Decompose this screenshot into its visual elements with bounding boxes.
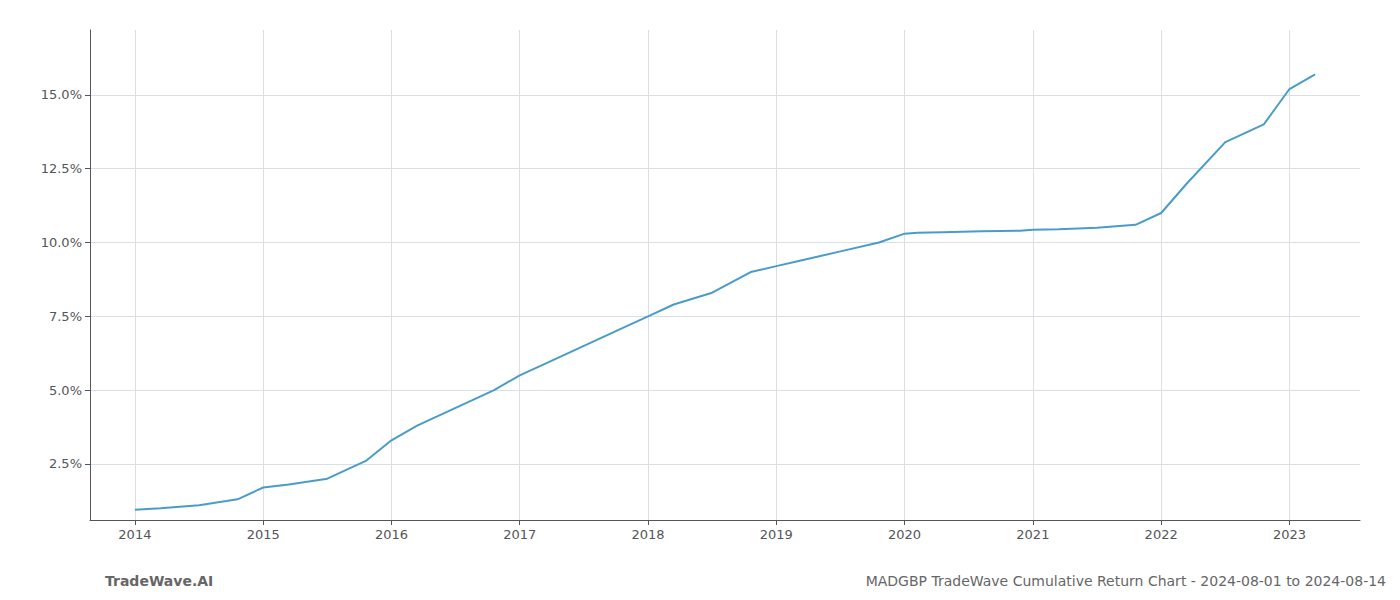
svg-text:5.0%: 5.0% (49, 383, 82, 398)
svg-text:MADGBP TradeWave Cumulative Re: MADGBP TradeWave Cumulative Return Chart… (866, 573, 1386, 589)
svg-text:TradeWave.AI: TradeWave.AI (105, 573, 213, 589)
svg-text:2020: 2020 (888, 527, 921, 542)
svg-text:2023: 2023 (1273, 527, 1306, 542)
svg-text:2019: 2019 (760, 527, 793, 542)
svg-text:2016: 2016 (375, 527, 408, 542)
svg-text:12.5%: 12.5% (41, 161, 82, 176)
svg-text:2015: 2015 (247, 527, 280, 542)
svg-text:2.5%: 2.5% (49, 456, 82, 471)
svg-text:2014: 2014 (118, 527, 151, 542)
svg-text:7.5%: 7.5% (49, 309, 82, 324)
svg-text:15.0%: 15.0% (41, 87, 82, 102)
svg-text:2022: 2022 (1145, 527, 1178, 542)
svg-text:10.0%: 10.0% (41, 235, 82, 250)
svg-text:2021: 2021 (1016, 527, 1049, 542)
svg-text:2017: 2017 (503, 527, 536, 542)
svg-text:2018: 2018 (631, 527, 664, 542)
